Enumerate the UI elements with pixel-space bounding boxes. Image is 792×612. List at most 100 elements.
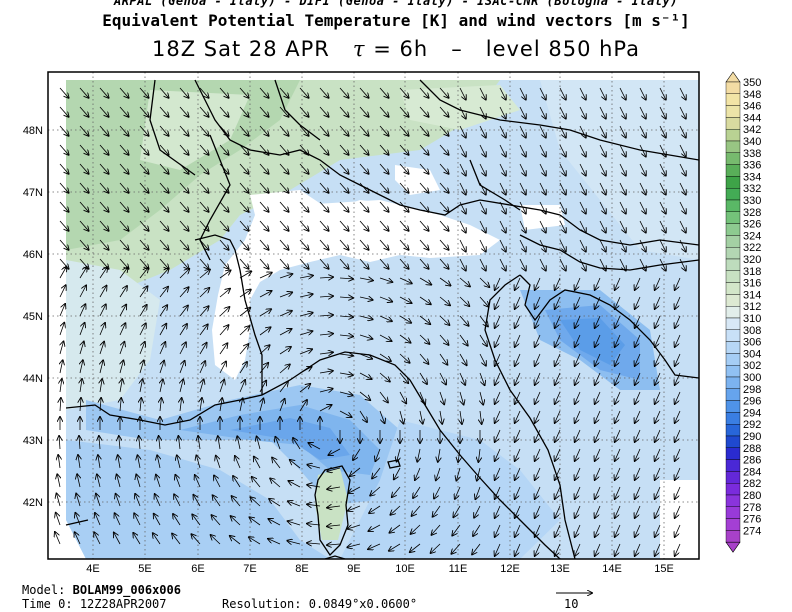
- wind-vector-arrow: [98, 455, 100, 469]
- wind-vector-arrow: [495, 524, 501, 537]
- colorbar-label: 338: [743, 148, 761, 160]
- wind-vector-arrow: [555, 429, 561, 442]
- wind-vector-arrow: [535, 448, 541, 461]
- wind-vector-arrow: [254, 457, 261, 469]
- wind-vector-arrow: [539, 125, 546, 138]
- wind-vector-arrow: [575, 448, 581, 461]
- wind-vector-arrow: [599, 182, 606, 195]
- wind-vector-arrow: [599, 239, 606, 252]
- wind-vector-arrow: [219, 289, 230, 298]
- wind-vector-arrow: [459, 239, 466, 252]
- wind-vector-arrow: [495, 391, 501, 404]
- wind-vector-arrow: [293, 438, 301, 450]
- wind-vector-arrow: [655, 486, 661, 499]
- wind-vector-arrow: [139, 342, 145, 355]
- wind-vector-arrow: [599, 163, 606, 176]
- wind-vector-arrow: [379, 372, 390, 382]
- wind-vector-arrow: [595, 410, 601, 423]
- wind-vector-arrow: [679, 258, 686, 271]
- wind-vector-arrow: [359, 144, 369, 155]
- wind-vector-arrow: [195, 475, 201, 488]
- colorbar-swatch: [725, 435, 741, 449]
- wind-vector-arrow: [579, 106, 586, 119]
- wind-vector-arrow: [555, 353, 561, 366]
- wind-vector-arrow: [535, 429, 541, 442]
- colorbar-swatch: [725, 459, 741, 472]
- wind-vector-arrow: [655, 524, 661, 537]
- colorbar-label: 296: [743, 396, 761, 408]
- wind-vector-arrow: [555, 334, 561, 347]
- wind-vector-arrow: [575, 543, 581, 556]
- wind-vector-arrow: [219, 239, 229, 250]
- wind-vector-arrow: [399, 372, 408, 383]
- wind-vector-arrow: [579, 201, 586, 214]
- wind-vector-arrow: [179, 201, 189, 212]
- wind-vector-arrow: [599, 125, 606, 138]
- lat-label-47n: 47N: [23, 187, 43, 199]
- wind-vector-arrow: [119, 144, 129, 155]
- wind-vector-arrow: [675, 315, 681, 328]
- wind-vector-arrow: [339, 354, 353, 356]
- wind-vector-arrow: [79, 87, 89, 98]
- wind-vector-arrow: [359, 201, 369, 212]
- wind-vector-arrow: [339, 297, 353, 298]
- wind-vector-arrow: [77, 474, 80, 488]
- wind-vector-arrow: [359, 372, 372, 379]
- wind-vector-arrow: [635, 524, 641, 537]
- wind-vector-arrow: [615, 448, 621, 461]
- colorbar-swatch: [725, 412, 741, 425]
- wind-vector-arrow: [279, 163, 289, 174]
- colorbar-label: 322: [743, 242, 761, 254]
- wind-vector-arrow: [139, 268, 148, 279]
- wind-vector-arrow: [659, 125, 666, 138]
- wind-vector-arrow: [472, 543, 481, 554]
- wind-vector-arrow: [59, 220, 69, 231]
- wind-vector-arrow: [639, 220, 646, 233]
- wind-vector-arrow: [559, 125, 566, 138]
- colorbar-swatch: [725, 258, 741, 272]
- header-level: level 850 hPa: [485, 37, 641, 61]
- wind-vector-arrow: [615, 315, 621, 328]
- wind-vector-arrow: [495, 448, 501, 461]
- colorbar-label: 326: [743, 219, 761, 231]
- wind-vector-arrow: [439, 334, 449, 345]
- wind-vector-arrow: [615, 391, 621, 404]
- wind-vector-arrow: [159, 324, 166, 336]
- wind-vector-arrow: [172, 534, 181, 545]
- wind-vector-arrow: [279, 144, 289, 155]
- wind-vector-arrow: [250, 517, 261, 526]
- wind-vector-arrow: [399, 182, 409, 193]
- wind-vector-arrow: [159, 361, 164, 374]
- wind-vector-arrow: [679, 182, 686, 195]
- wind-vector-arrow: [99, 182, 109, 193]
- wind-vector-arrow: [307, 465, 321, 468]
- wind-vector-arrow: [539, 106, 546, 119]
- wind-vector-arrow: [140, 398, 141, 412]
- wind-vector-arrow: [120, 379, 122, 393]
- wind-vector-arrow: [439, 315, 449, 325]
- wind-vector-arrow: [575, 429, 581, 442]
- wind-vector-arrow: [259, 87, 269, 98]
- wind-vector-arrow: [319, 163, 329, 174]
- wind-vector-arrow: [575, 353, 581, 366]
- wind-vector-arrow: [299, 182, 309, 193]
- wind-vector-arrow: [411, 524, 421, 534]
- wind-vector-arrow: [460, 391, 464, 405]
- wind-vector-arrow: [219, 362, 226, 374]
- wind-vector-arrow: [272, 458, 281, 469]
- wind-vector-arrow: [259, 144, 269, 155]
- wind-vector-arrow: [675, 334, 681, 347]
- wind-vector-arrow: [99, 201, 109, 212]
- colorbar-swatch: [725, 400, 741, 413]
- wind-vector-arrow: [218, 436, 220, 450]
- colorbar-bottom-arrow: [725, 541, 741, 553]
- wind-vector-arrow: [575, 372, 581, 385]
- wind-vector-arrow: [159, 268, 169, 279]
- wind-vector-arrow: [269, 499, 281, 507]
- wind-vector-arrow: [499, 220, 506, 233]
- wind-vector-arrow: [456, 467, 460, 481]
- wind-vector-arrow: [235, 456, 241, 469]
- colorbar-swatch: [725, 424, 741, 437]
- wind-vector-arrow: [599, 220, 606, 233]
- wind-vector-arrow: [319, 296, 333, 297]
